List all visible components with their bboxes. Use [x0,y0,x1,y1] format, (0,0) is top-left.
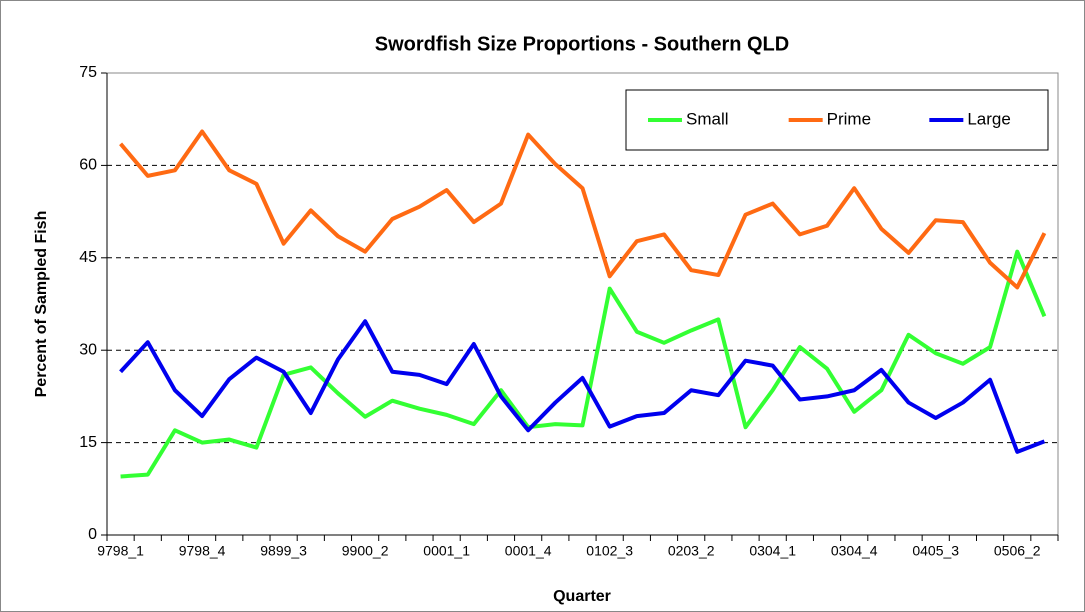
legend-box [625,89,1049,151]
y-tick-label: 60 [79,157,97,174]
x-tick-label: 9798_4 [179,543,226,559]
legend-label: Small [686,109,729,128]
data-line [119,319,1046,454]
x-tick-label: 0506_2 [994,543,1041,559]
legend-label: Prime [827,109,871,128]
data-line [119,129,1047,290]
y-axis-label: Percent of Sampled Fish [33,211,50,398]
data-line [120,249,1047,479]
x-axis-label: Quarter [553,588,611,605]
x-tick-label: 9899_3 [260,543,307,559]
x-tick-label: 0304_1 [749,543,796,559]
y-tick-label: 75 [79,64,97,81]
x-tick-label: 0405_3 [912,543,959,559]
y-tick-label: 30 [79,341,97,358]
x-tick-label: 0102_3 [586,543,633,559]
chart-title: Swordfish Size Proportions - Southern QL… [375,33,789,55]
y-tick-label: 45 [79,249,97,266]
x-tick-label: 9900_2 [342,543,389,559]
x-tick-label: 0001_1 [423,543,470,559]
y-tick-label: 15 [79,434,97,451]
x-tick-label: 0203_2 [668,543,715,559]
x-tick-label: 0001_4 [505,543,552,559]
y-tick-label: 0 [88,526,97,543]
x-tick-label: 9798_1 [97,543,144,559]
x-tick-label: 0304_4 [831,543,878,559]
legend-label: Large [967,109,1010,128]
